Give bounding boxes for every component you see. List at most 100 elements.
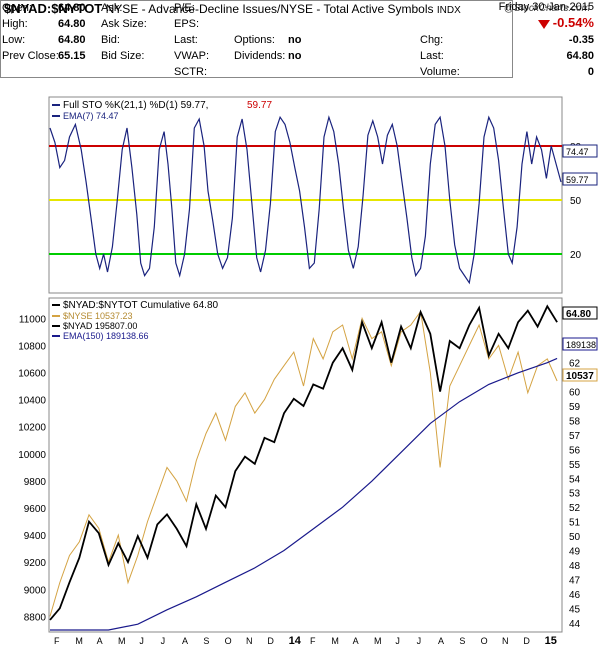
x-axis-label: M xyxy=(75,636,83,646)
price-value-tags: 64.80 189138 10537 xyxy=(562,306,598,382)
x-axis-label: F xyxy=(310,636,316,646)
ema7-value-tag: 74.47 xyxy=(566,147,589,157)
symbol: $NYAD:$NYTOT xyxy=(4,1,103,16)
x-axis-label: A xyxy=(97,636,103,646)
change-percent: -0.54% xyxy=(537,15,594,30)
left-ytick-label: 10200 xyxy=(18,423,46,434)
options-value: no xyxy=(288,34,302,46)
chg-value: -0.35 xyxy=(568,34,594,46)
ema150-legend-label: EMA(150) 189138.66 xyxy=(63,331,149,341)
x-axis-label: D xyxy=(267,636,274,646)
left-ytick-label: 10000 xyxy=(18,450,46,461)
prev-close-label: Prev Close: xyxy=(2,50,59,62)
x-axis-label: S xyxy=(203,636,209,646)
price-legend: $NYAD:$NYTOT Cumulative 64.80 $NYSE 1053… xyxy=(52,300,219,341)
left-ytick-label: 9400 xyxy=(24,531,47,542)
price-panel-frame xyxy=(48,297,563,633)
x-axis-label: M xyxy=(118,636,126,646)
right-ytick-label: 45 xyxy=(569,604,581,615)
sto-value-tag: 59.77 xyxy=(566,175,589,185)
x-axis-label: J xyxy=(139,636,144,646)
right-ytick-label: 50 xyxy=(569,532,581,543)
low-label: Low: xyxy=(2,34,26,46)
left-ytick-label: 9600 xyxy=(24,504,47,515)
change-percent-value: -0.54% xyxy=(552,15,594,30)
right-ytick-label: 58 xyxy=(569,416,581,427)
nyse-value-tag: 10537 xyxy=(566,371,594,382)
quote-panel: Open: 64.80 High: 64.80 Low: 64.80 Prev … xyxy=(0,0,594,78)
x-axis-label: O xyxy=(225,636,232,646)
left-ytick-label: 11000 xyxy=(19,314,47,325)
x-axis-label: A xyxy=(438,636,444,646)
high-label: High: xyxy=(2,18,28,30)
options-label: Options: xyxy=(234,34,275,46)
sto-series-line xyxy=(49,115,562,285)
ratio-value-tag: 64.80 xyxy=(566,309,591,320)
sto-legend-value: 59.77 xyxy=(247,100,272,111)
right-ytick-label: 60 xyxy=(569,388,581,399)
left-ytick-label: 10800 xyxy=(18,341,46,352)
x-axis-label: A xyxy=(353,636,359,646)
x-axis-label: M xyxy=(374,636,382,646)
x-axis-label: S xyxy=(459,636,465,646)
x-axis-label: N xyxy=(246,636,253,646)
sto-legend-label: Full STO %K(21,1) %D(1) 59.77, xyxy=(63,100,208,111)
ratio-series-line xyxy=(49,304,558,621)
brand-logo: @StockCharts.com xyxy=(503,3,590,14)
ask-label: Ask: xyxy=(101,2,123,14)
sto-ytick-label: 50 xyxy=(570,196,582,207)
left-ytick-label: 10400 xyxy=(18,396,46,407)
high-value: 64.80 xyxy=(58,18,86,30)
ema7-legend-label: EMA(7) 74.47 xyxy=(63,111,119,121)
x-axis-label: J xyxy=(161,636,166,646)
chg-label: Chg: xyxy=(420,34,444,46)
right-ytick-label: 59 xyxy=(569,402,581,413)
last-price-label: Last: xyxy=(420,50,444,62)
sto-panel-frame xyxy=(48,96,563,294)
sto-value-tags: 74.47 59.77 xyxy=(562,144,598,186)
dividends-label: Dividends: xyxy=(234,50,286,62)
last-label: Last: xyxy=(174,34,198,46)
sctr-label: SCTR: xyxy=(174,66,207,78)
quote-date: Friday 30-Jan-2015 xyxy=(498,1,594,13)
x-axis-label: M xyxy=(331,636,339,646)
nyse-legend-label: $NYSE 10537.23 xyxy=(63,311,133,321)
ema150-value-tag: 189138 xyxy=(566,340,596,350)
x-axis-label: 14 xyxy=(289,635,302,647)
right-ytick-label: 53 xyxy=(569,489,581,500)
right-ytick-label: 56 xyxy=(569,445,581,456)
right-ytick-label: 62 xyxy=(569,359,581,370)
x-axis-label: F xyxy=(54,636,60,646)
right-ytick-label: 52 xyxy=(569,503,581,514)
last-price-value: 64.80 xyxy=(566,50,594,62)
open-label: Open: xyxy=(2,2,32,14)
ema150-series-line xyxy=(50,357,558,631)
right-ytick-label: 57 xyxy=(569,431,581,442)
x-axis-label: 15 xyxy=(545,635,557,647)
x-axis-label: J xyxy=(395,636,400,646)
ask-size-label: Ask Size: xyxy=(101,18,147,30)
right-ytick-label: 46 xyxy=(569,590,581,601)
right-ytick-label: 51 xyxy=(569,518,581,529)
left-ytick-label: 9000 xyxy=(24,585,47,596)
nyse-series-line xyxy=(49,310,558,617)
prev-close-value: 65.15 xyxy=(58,50,86,62)
nyad-legend-label: $NYAD 195807.00 xyxy=(63,321,137,331)
ratio-legend-label: $NYAD:$NYTOT Cumulative 64.80 xyxy=(63,300,219,311)
eps-label: EPS: xyxy=(174,18,200,30)
vwap-label: VWAP: xyxy=(174,50,210,62)
pe-label: P/E: xyxy=(174,2,195,14)
right-ytick-label: 55 xyxy=(569,460,581,471)
bid-label: Bid: xyxy=(101,34,120,46)
open-value: 64.80 xyxy=(58,2,86,14)
x-axis-label: O xyxy=(481,636,488,646)
right-ytick-label: 54 xyxy=(569,474,581,485)
left-ytick-label: 9200 xyxy=(24,558,47,569)
right-ytick-label: 49 xyxy=(569,547,581,558)
sto-ytick-label: 20 xyxy=(570,250,582,261)
left-ytick-label: 10600 xyxy=(18,368,46,379)
volume-label: Volume: xyxy=(420,66,460,78)
sto-legend: Full STO %K(21,1) %D(1) 59.77, 59.77 EMA… xyxy=(52,100,272,121)
description: NYSE - Advance-Decline Issues/NYSE - Tot… xyxy=(105,2,434,16)
